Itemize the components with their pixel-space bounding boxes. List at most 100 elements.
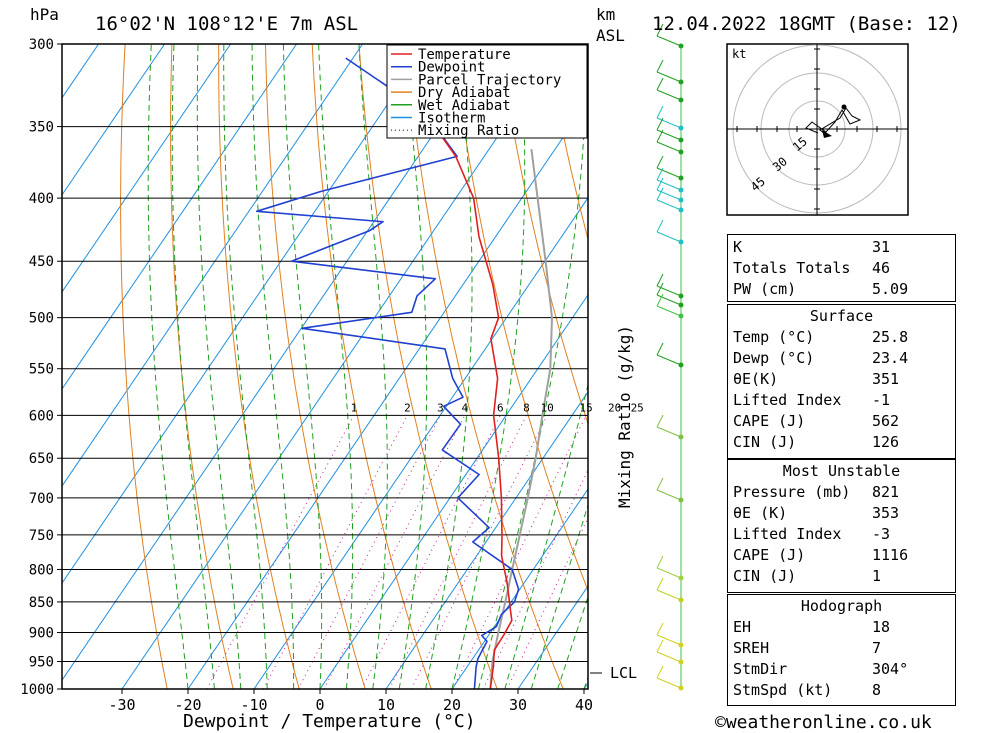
- x-tick-label: 20: [443, 696, 461, 714]
- parcel-trajectory-line: [489, 148, 553, 689]
- asl-label: ASL: [596, 26, 625, 45]
- legend-label: Mixing Ratio: [418, 123, 519, 139]
- wind-barb: [656, 426, 682, 438]
- storm-motion-marker: [822, 130, 832, 138]
- wind-barb-flag: [656, 293, 664, 307]
- mixing-ratio-label: 8: [523, 401, 530, 414]
- legend-label: Wet Adiabat: [418, 98, 511, 114]
- wet-adiabat-line: [147, 44, 189, 689]
- mixing-ratio-label: 25: [631, 401, 644, 414]
- datetime-title: 12.04.2022 18GMT (Base: 12): [652, 13, 961, 35]
- hodograph-row: SREH 7: [728, 638, 955, 659]
- wind-barb-flag: [656, 155, 664, 169]
- isotherm-line: [451, 488, 588, 689]
- legend-label: Parcel Trajectory: [418, 72, 561, 88]
- most-unstable-row: Lifted Index -3: [728, 524, 955, 545]
- wind-level-dot: [678, 125, 684, 131]
- wind-level-dot: [678, 197, 684, 203]
- isotherm-line: [121, 44, 562, 689]
- surface-value: 562: [872, 412, 900, 430]
- wind-barb: [656, 354, 682, 366]
- wind-level-dot: [678, 175, 684, 181]
- wind-barb-flag: [656, 187, 664, 201]
- wind-level-dot: [678, 43, 684, 49]
- wet-adiabat-line: [282, 44, 323, 689]
- y-tick-label: 800: [29, 562, 54, 578]
- dry-adiabat-line: [452, 44, 588, 592]
- mu-value: 821: [872, 483, 900, 501]
- surface-key: Temp (°C): [733, 328, 815, 346]
- wet-adiabat-line: [251, 44, 295, 689]
- dry-adiabat-line: [498, 44, 588, 426]
- mixing-ratio-label: 1: [351, 401, 358, 414]
- hodograph-table: Hodograph EH 18 SREH 7 StmDir 304° StmSpd (…: [727, 594, 956, 706]
- wind-level-dot: [678, 642, 684, 648]
- hodo-key: StmSpd (kt): [733, 681, 833, 699]
- x-tick-label: -30: [108, 696, 135, 714]
- y-tick-label: 500: [29, 311, 54, 327]
- wind-barb: [656, 677, 682, 689]
- y-tick-label: 950: [29, 655, 54, 671]
- y-tick-label: 600: [29, 408, 54, 424]
- mixing-ratio-line: [506, 516, 588, 689]
- y-tick-label: 450: [29, 254, 54, 270]
- wind-barb: [656, 129, 682, 141]
- mu-key: θE (K): [733, 504, 788, 522]
- isotherm-line: [187, 99, 588, 689]
- dry-adiabat-line: [358, 44, 498, 689]
- y-tick-label: 650: [29, 451, 54, 467]
- surface-row: Dewp (°C) 23.4: [728, 348, 955, 369]
- wind-level-dot: [678, 293, 684, 299]
- isotherm-line: [62, 44, 430, 585]
- temperature-line: [423, 110, 513, 689]
- index-value: 5.09: [872, 280, 909, 298]
- wind-level-dot: [678, 137, 684, 143]
- wind-barb-flag: [656, 577, 664, 591]
- x-tick-label: 0: [315, 696, 324, 714]
- wind-barb-flag: [656, 59, 664, 73]
- surface-key: CIN (J): [733, 433, 797, 451]
- wind-barb-flag: [656, 77, 664, 91]
- wind-level-dot: [678, 207, 684, 213]
- surface-row: CIN (J) 126: [728, 432, 955, 453]
- wind-level-dot: [678, 97, 684, 103]
- y-tick-label: 750: [29, 528, 54, 544]
- surface-value: -1: [872, 391, 891, 409]
- most-unstable-row: CAPE (J) 1116: [728, 545, 955, 566]
- wind-barb: [656, 167, 682, 179]
- wind-barb-flag: [656, 167, 664, 181]
- wind-level-dot: [678, 302, 684, 308]
- dry-adiabat-line: [967, 44, 1000, 689]
- dewpoint-line: [255, 57, 520, 689]
- wind-barb: [656, 35, 682, 47]
- hodograph-end-dot: [841, 104, 847, 110]
- mixing-ratio-axis-label: Mixing Ratio (g/kg): [615, 325, 634, 508]
- wind-barb: [656, 567, 682, 579]
- mixing-ratio-label: 2: [404, 401, 411, 414]
- legend-label: Isotherm: [418, 111, 485, 127]
- wind-barb-flag: [656, 639, 664, 653]
- mixing-ratio-line: [388, 415, 527, 689]
- hodograph-row: EH 18: [728, 617, 955, 638]
- mu-value: 353: [872, 504, 900, 522]
- surface-key: CAPE (J): [733, 412, 806, 430]
- mixing-ratio-label: 3: [437, 401, 444, 414]
- wind-barb: [656, 199, 682, 211]
- legend-box: [386, 44, 588, 139]
- hodo-value: 18: [872, 618, 891, 636]
- copyright-text: ©weatheronline.co.uk: [715, 712, 932, 733]
- wind-barb: [656, 305, 682, 317]
- wind-barb-flag: [656, 117, 664, 131]
- y-tick-label: 700: [29, 491, 54, 507]
- mixing-ratio-label: 6: [497, 401, 504, 414]
- mu-key: CIN (J): [733, 567, 797, 585]
- wind-level-dot: [678, 575, 684, 581]
- wind-level-dot: [678, 362, 684, 368]
- wind-level-dot: [678, 187, 684, 193]
- most-unstable-table: Most Unstable Pressure (mb) 821 θE (K) 353…: [727, 459, 956, 593]
- legend-label: Dewpoint: [418, 60, 485, 76]
- index-value: 31: [872, 238, 891, 256]
- location-title: 16°02'N 108°12'E 7m ASL: [95, 13, 358, 35]
